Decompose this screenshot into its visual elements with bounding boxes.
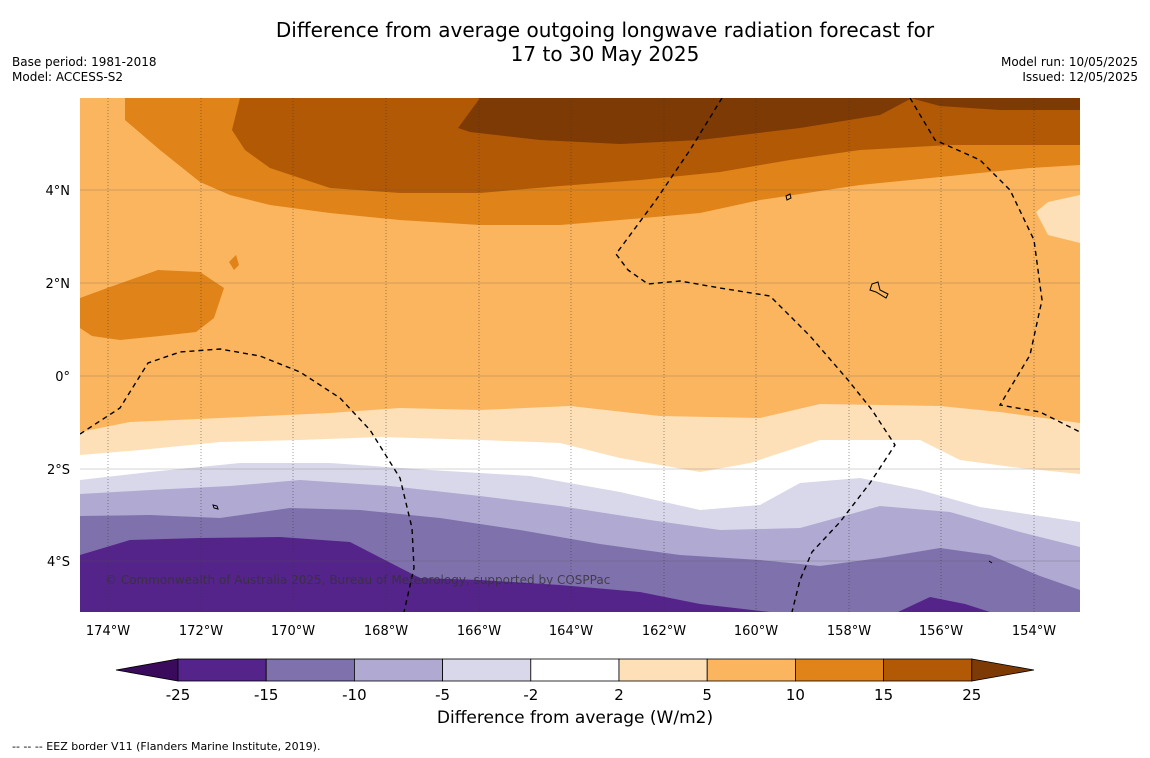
band-10-15-spot	[229, 255, 239, 270]
colorbar-swatch	[530, 658, 620, 682]
copyright-notice: © Commonwealth of Australia 2025, Bureau…	[105, 573, 611, 587]
colorbar-tick-label: -25	[166, 686, 191, 704]
model-run: Model run: 10/05/2025	[1000, 55, 1138, 69]
longitude-labels: 174°W 172°W 170°W 168°W 166°W 164°W 162°W 160°W…	[86, 624, 1056, 639]
longitude-label: 170°W	[271, 624, 315, 639]
band-gt-25	[458, 98, 1080, 144]
band-minus-25-15	[80, 537, 770, 612]
run-info: Model run: 10/05/2025 Issued: 12/05/2025	[1001, 55, 1138, 85]
colorbar-swatch	[618, 658, 708, 682]
latitude-labels: 4°N 2°N 0° 2°S 4°S	[46, 184, 71, 570]
colorbar-swatch	[265, 658, 355, 682]
latitude-label: 4°S	[47, 555, 70, 570]
longitude-label: 162°W	[642, 624, 686, 639]
colorbar-swatch	[442, 658, 532, 682]
colorbar-tick-label: 5	[702, 686, 712, 704]
longitude-label: 172°W	[179, 624, 223, 639]
contour-fill	[80, 98, 1080, 612]
longitude-label: 166°W	[457, 624, 501, 639]
title-line-1: Difference from average outgoing longwav…	[275, 18, 935, 42]
longitude-label: 174°W	[86, 624, 130, 639]
eez-borders	[80, 98, 1080, 612]
band-10-15-west	[80, 270, 224, 340]
issued-date: Issued: 12/05/2025	[1022, 70, 1138, 84]
colorbar-tick-label: -2	[523, 686, 538, 704]
longitude-label: 168°W	[364, 624, 408, 639]
colorbar-tick-label: -10	[342, 686, 367, 704]
colorbar-swatch	[177, 658, 267, 682]
model-info: Base period: 1981-2018 Model: ACCESS-S2	[12, 55, 157, 85]
colorbar-tick-label: 15	[874, 686, 893, 704]
longitude-label: 156°W	[919, 624, 963, 639]
band-minus-25-15-east	[898, 597, 990, 612]
model-name: Model: ACCESS-S2	[12, 70, 124, 84]
colorbar-swatch	[353, 658, 443, 682]
colorbar: -25 -15 -10 -5 -2 2 5 10 15 25	[115, 658, 1035, 704]
colorbar-extend-low	[115, 658, 179, 682]
colorbar-swatch	[883, 658, 973, 682]
longitude-label: 154°W	[1012, 624, 1056, 639]
band-15-25	[232, 98, 1080, 193]
graticule-latitudes	[80, 189, 1080, 562]
colorbar-tick-label: 10	[786, 686, 805, 704]
colorbar-tick-label: 2	[614, 686, 624, 704]
islands	[212, 193, 993, 564]
eez-footnote: -- -- -- EEZ border V11 (Flanders Marine…	[12, 740, 321, 753]
latitude-label: 0°	[55, 370, 70, 385]
colorbar-tick-label: -5	[435, 686, 450, 704]
longitude-label: 164°W	[549, 624, 593, 639]
longitude-label: 160°W	[734, 624, 778, 639]
colorbar-swatch	[706, 658, 796, 682]
base-period: Base period: 1981-2018	[12, 55, 157, 69]
latitude-label: 2°N	[46, 277, 71, 292]
map-title: Difference from average outgoing longwav…	[180, 18, 1030, 66]
latitude-label: 2°S	[47, 463, 70, 478]
colorbar-title: Difference from average (W/m2)	[436, 708, 714, 728]
latitude-label: 4°N	[46, 184, 71, 199]
colorbar-swatch	[795, 658, 885, 682]
title-line-2: 17 to 30 May 2025	[510, 42, 700, 66]
colorbar-tick-label: 25	[962, 686, 981, 704]
colorbar-extend-high	[971, 658, 1035, 682]
longitude-label: 158°W	[827, 624, 871, 639]
band-2-5-northeast	[1036, 195, 1080, 243]
colorbar-tick-label: -15	[254, 686, 279, 704]
